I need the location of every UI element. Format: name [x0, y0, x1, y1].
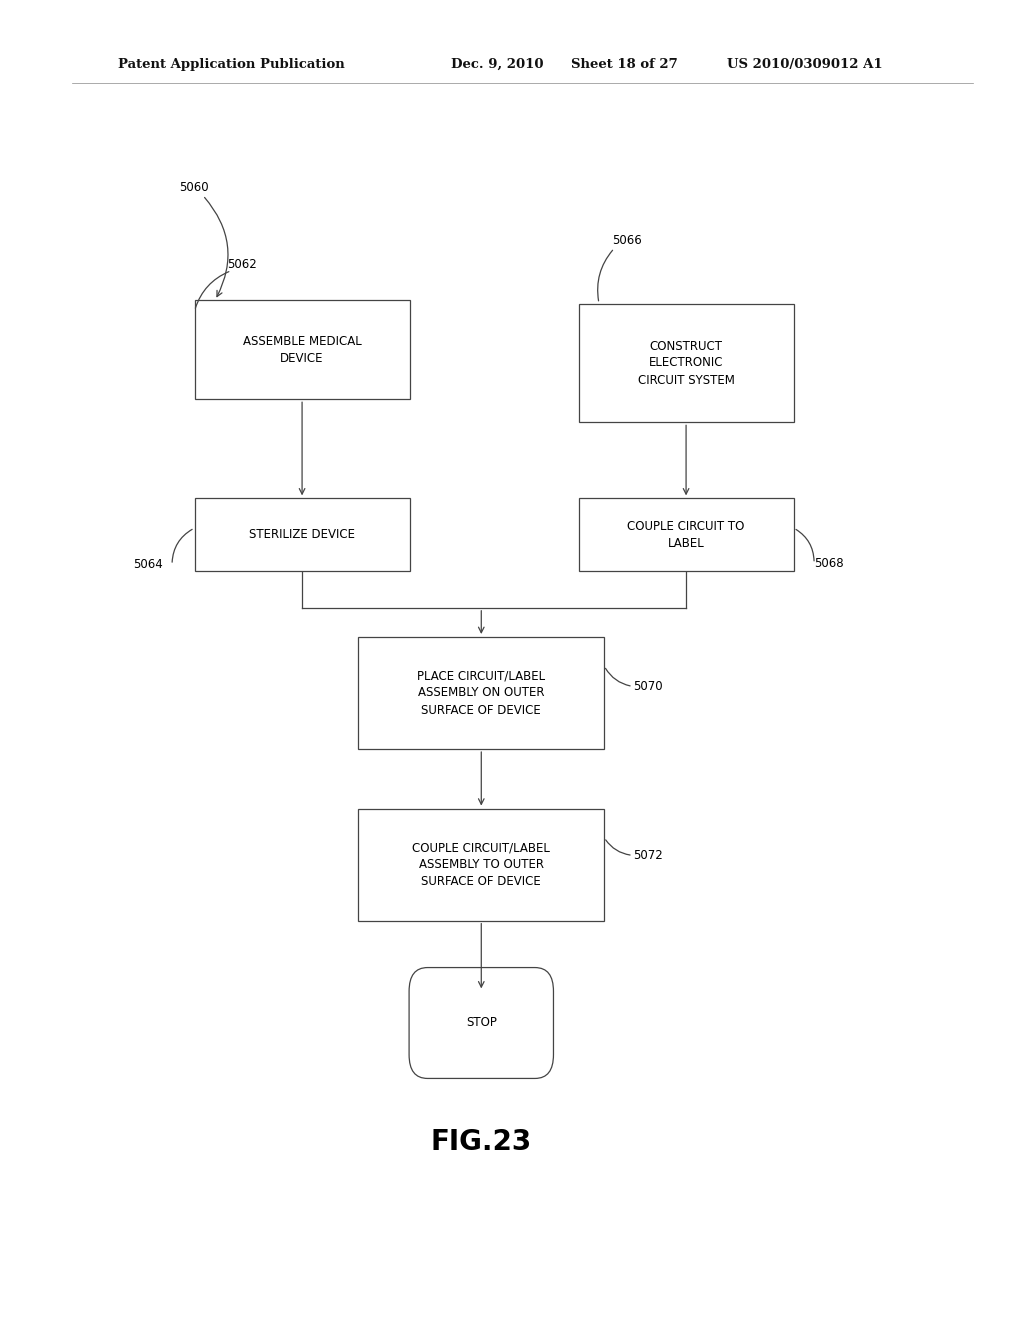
Text: STOP: STOP — [466, 1016, 497, 1030]
Text: Dec. 9, 2010: Dec. 9, 2010 — [451, 58, 543, 71]
Text: 5072: 5072 — [633, 849, 663, 862]
Text: FIG.23: FIG.23 — [431, 1127, 531, 1156]
Text: 5062: 5062 — [227, 257, 257, 271]
FancyBboxPatch shape — [579, 304, 794, 422]
Text: US 2010/0309012 A1: US 2010/0309012 A1 — [727, 58, 883, 71]
Text: Sheet 18 of 27: Sheet 18 of 27 — [571, 58, 678, 71]
Text: ASSEMBLE MEDICAL
DEVICE: ASSEMBLE MEDICAL DEVICE — [243, 335, 361, 364]
Text: 5060: 5060 — [179, 181, 209, 194]
FancyBboxPatch shape — [409, 968, 553, 1078]
FancyBboxPatch shape — [358, 638, 604, 750]
Text: COUPLE CIRCUIT TO
LABEL: COUPLE CIRCUIT TO LABEL — [628, 520, 744, 549]
Text: 5070: 5070 — [633, 680, 663, 693]
FancyBboxPatch shape — [358, 808, 604, 921]
Text: 5068: 5068 — [814, 557, 844, 570]
FancyBboxPatch shape — [579, 498, 794, 570]
FancyBboxPatch shape — [195, 498, 410, 570]
Text: STERILIZE DEVICE: STERILIZE DEVICE — [249, 528, 355, 541]
Text: 5066: 5066 — [612, 234, 642, 247]
Text: PLACE CIRCUIT/LABEL
ASSEMBLY ON OUTER
SURFACE OF DEVICE: PLACE CIRCUIT/LABEL ASSEMBLY ON OUTER SU… — [417, 669, 546, 717]
Text: Patent Application Publication: Patent Application Publication — [118, 58, 344, 71]
Text: COUPLE CIRCUIT/LABEL
ASSEMBLY TO OUTER
SURFACE OF DEVICE: COUPLE CIRCUIT/LABEL ASSEMBLY TO OUTER S… — [413, 841, 550, 888]
FancyBboxPatch shape — [195, 301, 410, 399]
Text: 5064: 5064 — [133, 558, 163, 572]
Text: CONSTRUCT
ELECTRONIC
CIRCUIT SYSTEM: CONSTRUCT ELECTRONIC CIRCUIT SYSTEM — [638, 339, 734, 387]
